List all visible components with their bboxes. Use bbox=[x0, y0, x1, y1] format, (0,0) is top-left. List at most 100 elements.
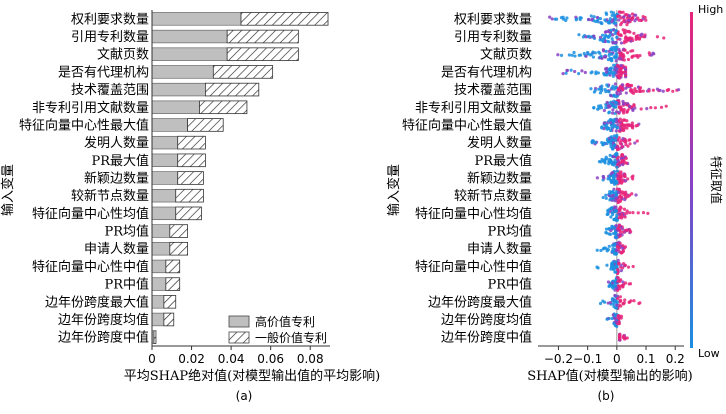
shap-point bbox=[618, 241, 622, 245]
shap-point bbox=[597, 50, 601, 54]
shap-point bbox=[626, 144, 630, 148]
panel-a-x-tick-label: 0.04 bbox=[218, 352, 245, 366]
shap-point bbox=[610, 52, 614, 56]
shap-point bbox=[662, 36, 666, 40]
shap-point bbox=[619, 142, 623, 146]
shap-point bbox=[614, 100, 618, 105]
shap-point bbox=[617, 223, 622, 228]
panel-b-category-label: 较新节点数量 bbox=[454, 188, 532, 204]
panel-b-xlabel: SHAP值(对模型输出的影响) bbox=[527, 368, 693, 384]
shap-point bbox=[621, 249, 625, 253]
shap-point bbox=[621, 244, 625, 248]
shap-point bbox=[613, 123, 617, 128]
shap-point bbox=[564, 18, 568, 23]
shap-point bbox=[635, 139, 639, 143]
shap-point bbox=[614, 40, 618, 45]
bar-high-value bbox=[151, 47, 228, 61]
shap-point bbox=[567, 53, 571, 57]
shap-point bbox=[617, 136, 621, 140]
shap-point bbox=[605, 263, 609, 267]
shap-point bbox=[624, 161, 629, 165]
shap-point bbox=[624, 190, 628, 194]
shap-point bbox=[605, 66, 609, 70]
shap-point bbox=[610, 86, 614, 90]
colorbar-title: 特征取值 bbox=[709, 156, 724, 204]
shap-point bbox=[644, 18, 648, 22]
shap-point bbox=[617, 47, 621, 52]
shap-point bbox=[616, 258, 620, 263]
shap-point bbox=[616, 244, 620, 249]
bar-high-value bbox=[151, 29, 228, 44]
shap-point bbox=[559, 53, 564, 57]
shap-point bbox=[618, 68, 622, 72]
panel-a-category-label: 较新节点数量 bbox=[71, 188, 149, 204]
shap-point bbox=[624, 86, 628, 90]
shap-point bbox=[630, 83, 634, 88]
panel-b-category-label: 边年份跨度均值 bbox=[441, 312, 532, 328]
panel-b-category-label: 非专利引用文献数量 bbox=[415, 101, 532, 116]
bar-high-value bbox=[151, 100, 200, 114]
shap-point bbox=[623, 298, 627, 302]
shap-point bbox=[615, 165, 619, 169]
shap-point bbox=[597, 160, 602, 164]
shap-point bbox=[613, 293, 617, 298]
shap-point bbox=[550, 17, 554, 21]
shap-point bbox=[626, 57, 631, 62]
shap-point bbox=[631, 49, 635, 53]
shap-point bbox=[613, 82, 618, 86]
shap-point bbox=[598, 301, 603, 306]
shap-point bbox=[664, 104, 668, 108]
shap-point bbox=[624, 40, 628, 44]
shap-point bbox=[626, 108, 630, 112]
bar-general-value bbox=[165, 259, 181, 274]
panel-b-category-label: PR中值 bbox=[487, 277, 532, 293]
panel-a-x-tick-label: 0.02 bbox=[178, 352, 205, 366]
shap-point bbox=[620, 122, 624, 126]
bar-high-value bbox=[151, 259, 167, 274]
shap-point bbox=[554, 17, 559, 21]
shap-point bbox=[617, 10, 622, 14]
panel-a-category-label: 发明人数量 bbox=[84, 135, 149, 151]
shap-point bbox=[573, 54, 577, 58]
bar-general-value bbox=[175, 206, 202, 221]
panel-a-category-label: PR中值 bbox=[104, 277, 149, 293]
panel-a-category-label: 边年份跨度均值 bbox=[58, 312, 149, 328]
shap-point bbox=[612, 134, 617, 138]
shap-point bbox=[635, 123, 640, 128]
shap-point bbox=[561, 72, 565, 76]
shap-point bbox=[593, 140, 598, 145]
shap-point bbox=[609, 215, 613, 219]
shap-point bbox=[616, 296, 620, 301]
bar-general-value bbox=[177, 171, 204, 185]
shap-point bbox=[615, 173, 619, 178]
colorbar-low-label: Low bbox=[698, 347, 720, 360]
shap-point bbox=[661, 89, 665, 93]
colorbar-high-label: High bbox=[698, 3, 723, 16]
shap-point bbox=[623, 198, 627, 202]
shap-point bbox=[612, 13, 616, 18]
shap-point bbox=[618, 161, 622, 165]
shap-point bbox=[597, 87, 601, 91]
shap-point bbox=[626, 82, 630, 87]
shap-point bbox=[615, 213, 619, 217]
shap-point bbox=[639, 107, 643, 111]
shap-point bbox=[621, 230, 625, 234]
colorbar-gradient bbox=[690, 12, 693, 348]
shap-point bbox=[612, 304, 616, 309]
shap-point bbox=[604, 70, 609, 74]
shap-point bbox=[623, 215, 627, 219]
bar-general-value bbox=[177, 135, 206, 150]
shap-point bbox=[627, 123, 631, 127]
shap-point bbox=[589, 14, 593, 18]
shap-point bbox=[627, 104, 632, 108]
shap-point bbox=[620, 145, 624, 149]
shap-point bbox=[614, 286, 619, 290]
shap-point bbox=[615, 235, 619, 239]
shap-point bbox=[617, 99, 621, 103]
shap-point bbox=[612, 300, 616, 304]
bar-general-value bbox=[153, 330, 157, 344]
shap-point bbox=[625, 119, 629, 123]
panel-a-category-label: 边年份跨度最大值 bbox=[45, 294, 149, 310]
shap-point bbox=[622, 101, 626, 106]
